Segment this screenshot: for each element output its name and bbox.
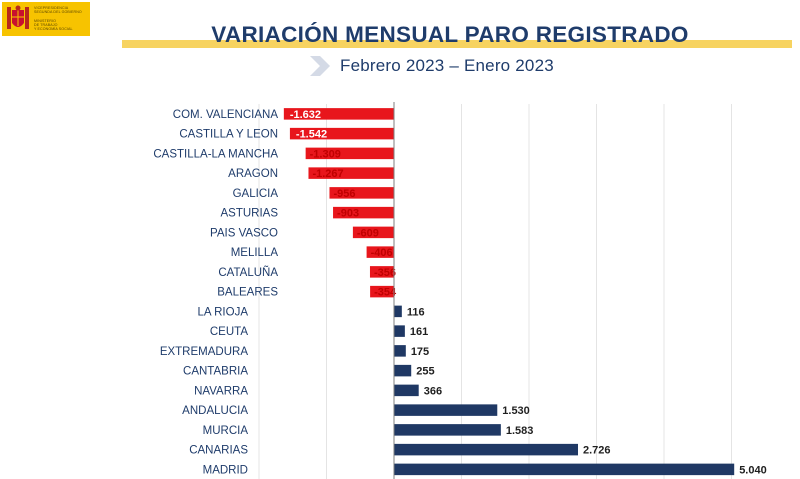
category-label: CATALUÑA: [218, 266, 278, 279]
category-label: LA RIOJA: [198, 306, 249, 318]
value-label: 1.583: [506, 425, 534, 437]
bar: [305, 147, 394, 160]
bar: [308, 167, 394, 179]
value-label: 255: [416, 366, 434, 378]
value-label: 116: [407, 306, 425, 318]
category-label: MELILLA: [231, 247, 279, 259]
category-label: ASTURIAS: [220, 208, 278, 220]
bar: [329, 187, 394, 199]
value-label: 366: [424, 385, 442, 397]
value-label: 1.530: [502, 405, 530, 417]
value-label: 5.040: [739, 464, 767, 476]
bar: [352, 226, 394, 239]
category-label: ARAGON: [228, 168, 278, 180]
category-label: GALICIA: [233, 188, 279, 200]
logo-text: VICEPRESIDENCIA SEGUNDA DEL GOBIERNO MIN…: [34, 6, 82, 32]
bar: [394, 325, 405, 337]
category-label: MURCIA: [203, 425, 249, 437]
value-label: -956: [333, 188, 355, 200]
bar: [394, 345, 406, 357]
value-label: 2.726: [583, 445, 611, 457]
bar: [394, 443, 579, 456]
value-label: -1.267: [312, 168, 343, 180]
category-label: PAIS VASCO: [210, 227, 278, 239]
value-label: -356: [374, 267, 396, 279]
bar: [394, 463, 735, 476]
bar: [366, 246, 394, 258]
value-label: 161: [410, 326, 428, 338]
title-underline-band: [122, 40, 792, 48]
category-label: CANTABRIA: [183, 366, 248, 378]
category-label: COM. VALENCIANA: [173, 109, 279, 121]
bar: [369, 266, 394, 278]
category-label: CANARIAS: [189, 445, 248, 457]
category-label: ANDALUCIA: [182, 405, 248, 417]
value-label: 175: [411, 346, 429, 358]
category-label: NAVARRA: [194, 385, 248, 397]
value-label: -354: [374, 287, 397, 299]
bar: [394, 364, 412, 377]
category-label: MADRID: [203, 464, 248, 476]
value-label: -1.632: [290, 109, 321, 121]
bar: [333, 206, 394, 219]
value-label: -1.309: [310, 148, 341, 160]
bar: [394, 305, 402, 318]
bar: [394, 404, 498, 416]
page-subtitle: Febrero 2023 – Enero 2023: [340, 56, 554, 75]
category-label: CEUTA: [210, 326, 248, 338]
bar: [394, 384, 419, 397]
bar: [289, 127, 394, 140]
bar: [370, 285, 394, 298]
chevron-right-icon: [310, 56, 330, 76]
category-label: BALEARES: [217, 287, 278, 299]
category-label: EXTREMADURA: [160, 346, 249, 358]
value-label: -609: [357, 227, 379, 239]
bar: [394, 424, 501, 436]
category-label: CASTILLA-LA MANCHA: [153, 148, 278, 160]
category-label: CASTILLA Y LEON: [179, 129, 278, 141]
coat-of-arms-icon: [7, 5, 29, 29]
page-title: VARIACIÓN MENSUAL PARO REGISTRADO: [211, 22, 689, 47]
ministry-logo: VICEPRESIDENCIA SEGUNDA DEL GOBIERNO MIN…: [2, 2, 90, 36]
value-label: -1.542: [296, 129, 327, 141]
bar: [283, 108, 394, 120]
value-label: -406: [371, 247, 393, 259]
value-label: -903: [337, 208, 359, 220]
